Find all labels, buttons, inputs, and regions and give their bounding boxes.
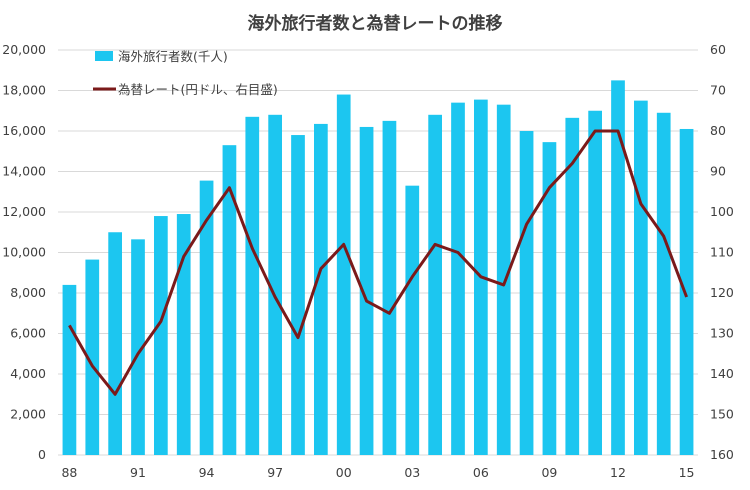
- y-left-tick-label: 16,000: [2, 123, 46, 138]
- y-left-tick-label: 0: [38, 447, 46, 462]
- x-axis: 88 91 94 97 00 03 06 09 12 15: [61, 465, 694, 480]
- x-tick-label: 88: [61, 465, 77, 480]
- bar: [336, 94, 351, 456]
- x-tick-label: 97: [267, 465, 283, 480]
- x-tick-label: 06: [473, 465, 489, 480]
- bar: [108, 232, 122, 455]
- bar: [85, 259, 100, 455]
- y-left-tick-label: 8,000: [10, 285, 46, 300]
- bar: [542, 142, 557, 455]
- bar: [611, 80, 625, 455]
- legend-label-exchange-rate: 為替レート(円ドル、右目盛): [118, 82, 278, 97]
- bar: [245, 116, 260, 455]
- y-left-tick-label: 18,000: [2, 83, 46, 98]
- y-left-tick-label: 4,000: [10, 366, 46, 381]
- chart-title: 海外旅行者数と為替レートの推移: [248, 13, 503, 34]
- bar: [679, 128, 694, 455]
- left-axis: 0 2,000 4,000 6,000 8,000 10,000 12,000 14,000 1…: [2, 42, 46, 462]
- bar: [382, 120, 397, 455]
- bar: [565, 117, 580, 456]
- line-series: [68, 129, 689, 396]
- y-left-tick-label: 10,000: [2, 245, 46, 260]
- y-right-tick-label: 70: [710, 83, 726, 98]
- bar: [428, 114, 442, 456]
- y-right-tick-label: 110: [710, 245, 734, 260]
- x-tick-label: 15: [679, 465, 695, 480]
- y-left-tick-label: 2,000: [10, 407, 46, 422]
- y-left-tick-label: 12,000: [2, 204, 46, 219]
- exchange-rate-line: [68, 129, 689, 396]
- x-tick-label: 94: [199, 465, 215, 480]
- y-right-tick-label: 90: [710, 164, 726, 179]
- bar: [314, 123, 328, 455]
- y-left-tick-label: 6,000: [10, 326, 46, 341]
- bar: [268, 114, 282, 456]
- y-right-tick-label: 100: [710, 204, 734, 219]
- y-right-tick-label: 150: [710, 407, 734, 422]
- y-right-tick-label: 160: [710, 447, 734, 462]
- bar-series: [62, 80, 694, 456]
- bar: [131, 239, 145, 455]
- x-tick-label: 00: [336, 465, 352, 480]
- y-left-tick-label: 20,000: [2, 42, 46, 57]
- y-right-tick-label: 130: [710, 326, 734, 341]
- x-tick-label: 09: [541, 465, 557, 480]
- bar: [405, 185, 420, 456]
- x-tick-label: 91: [130, 465, 146, 480]
- y-left-tick-label: 14,000: [2, 164, 46, 179]
- legend: 海外旅行者数(千人) 為替レート(円ドル、右目盛): [93, 49, 278, 97]
- bar: [496, 104, 511, 456]
- bar: [176, 214, 191, 455]
- bar: [451, 102, 465, 456]
- bar: [634, 100, 648, 455]
- right-axis: 60 70 80 90 100 110 120 130 140 150 160: [710, 42, 734, 462]
- y-right-tick-label: 140: [710, 366, 734, 381]
- bar: [519, 131, 534, 455]
- bar: [62, 284, 77, 455]
- bar: [199, 180, 214, 456]
- y-right-tick-label: 120: [710, 285, 734, 300]
- x-tick-label: 12: [610, 465, 626, 480]
- legend-swatch-travelers: [95, 51, 113, 61]
- bar: [222, 145, 237, 456]
- bar: [291, 135, 305, 456]
- bar: [359, 126, 374, 455]
- y-right-tick-label: 60: [710, 42, 726, 57]
- bar: [656, 112, 671, 456]
- bar: [588, 110, 602, 455]
- bar: [154, 216, 168, 455]
- y-right-tick-label: 80: [710, 123, 726, 138]
- legend-label-travelers: 海外旅行者数(千人): [118, 49, 228, 64]
- x-tick-label: 03: [404, 465, 420, 480]
